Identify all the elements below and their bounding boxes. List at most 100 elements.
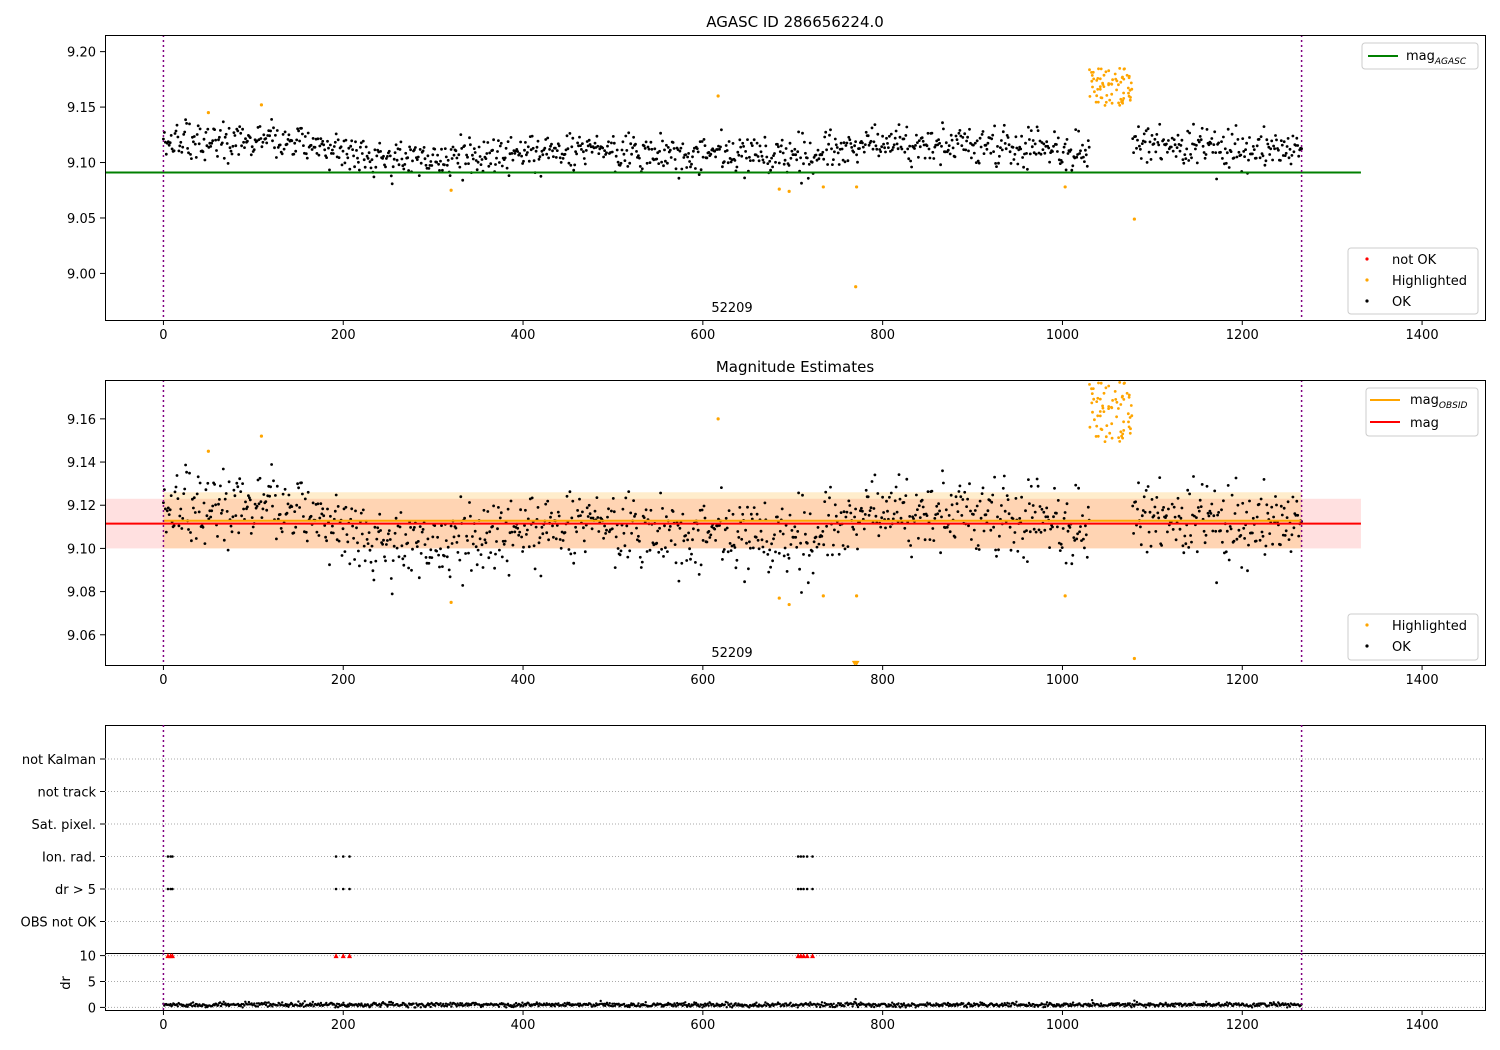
ok-point — [379, 529, 382, 532]
ok-point — [735, 165, 739, 169]
ok-point — [768, 159, 772, 163]
ok-point — [980, 133, 984, 136]
ok-point — [226, 548, 230, 552]
dr-point — [887, 1003, 890, 1006]
ok-point — [1016, 162, 1020, 166]
ok-point — [960, 514, 964, 517]
ok-point — [217, 502, 220, 506]
ok-point — [597, 530, 601, 533]
ok-point — [454, 526, 458, 530]
flag-label: OBS not OK — [21, 916, 97, 931]
ok-point — [981, 486, 985, 490]
ok-point — [185, 470, 189, 474]
ok-point — [420, 530, 424, 534]
ok-point — [184, 463, 188, 467]
ok-point — [1014, 497, 1018, 500]
ok-point — [953, 535, 957, 539]
ok-point — [891, 517, 895, 521]
ok-point — [823, 135, 827, 139]
ok-point — [383, 555, 386, 559]
ok-point — [831, 163, 834, 167]
ok-point — [344, 138, 348, 142]
ok-point — [1035, 477, 1039, 481]
ok-point — [1074, 128, 1078, 132]
ok-point — [469, 143, 472, 147]
dr-point — [266, 1005, 269, 1008]
dr-point — [1113, 1004, 1116, 1007]
ok-point — [269, 129, 272, 133]
flag-point — [805, 855, 809, 858]
ok-point — [430, 164, 434, 167]
flag-point — [334, 887, 338, 891]
dr-point — [278, 1002, 281, 1005]
ok-point — [882, 142, 885, 146]
ok-point — [635, 526, 638, 530]
ok-point — [757, 547, 761, 551]
ok-point — [1202, 529, 1206, 533]
ok-point — [639, 566, 643, 569]
ok-point — [565, 134, 569, 138]
dr-point — [359, 1004, 362, 1007]
ok-point — [784, 147, 788, 150]
ok-point — [616, 547, 620, 550]
ok-point — [781, 532, 785, 536]
dr-point — [1015, 1000, 1018, 1003]
ok-point — [215, 149, 218, 152]
highlighted-point — [1098, 87, 1102, 91]
flag-point — [799, 855, 803, 858]
ok-point — [325, 539, 328, 543]
dr-point — [925, 1004, 928, 1008]
ok-point — [195, 492, 199, 496]
dr-y-tick-label: 10 — [79, 950, 96, 965]
ok-point — [926, 490, 930, 493]
ok-point — [691, 155, 694, 159]
ok-point — [211, 504, 215, 508]
ok-point — [1020, 495, 1023, 499]
ok-point — [530, 496, 534, 500]
highlighted-point — [1099, 381, 1103, 385]
ok-point — [686, 155, 689, 159]
ok-point — [379, 150, 382, 153]
ok-point — [287, 133, 291, 137]
ok-point — [315, 530, 319, 534]
ok-point — [836, 151, 840, 155]
ok-point — [232, 488, 236, 492]
dr-point — [577, 1002, 580, 1005]
dr-point — [312, 1005, 315, 1008]
ok-point — [790, 529, 794, 532]
ok-point — [1011, 145, 1015, 149]
ok-point — [967, 149, 970, 153]
ok-point — [1000, 139, 1003, 142]
ok-point — [416, 540, 420, 543]
ok-point — [1206, 511, 1210, 515]
ok-point — [1214, 151, 1218, 155]
ok-point — [1066, 529, 1070, 533]
ok-point — [585, 140, 589, 143]
dr-point — [1269, 1002, 1273, 1005]
highlighted-point — [1095, 424, 1099, 428]
ok-point — [194, 537, 198, 540]
ok-point — [917, 139, 921, 143]
ok-point — [587, 138, 591, 142]
highlighted-point — [1110, 436, 1114, 440]
ok-point — [673, 158, 677, 161]
ok-point — [845, 510, 849, 514]
ok-point — [1009, 162, 1013, 165]
dr-point — [613, 1002, 616, 1005]
ok-point — [231, 515, 235, 519]
ok-point — [471, 542, 475, 546]
ok-point — [365, 154, 369, 158]
dr-point — [1014, 1003, 1017, 1006]
ok-point — [366, 542, 370, 545]
ok-point — [488, 530, 492, 534]
dr-point — [563, 1002, 566, 1005]
ok-point — [1078, 530, 1081, 534]
ok-point — [468, 501, 471, 504]
ok-point — [352, 154, 355, 158]
ok-point — [219, 129, 222, 132]
ok-point — [1291, 134, 1295, 138]
highlighted-outlier — [206, 111, 210, 115]
ok-point — [956, 510, 960, 513]
ok-point — [867, 143, 871, 147]
